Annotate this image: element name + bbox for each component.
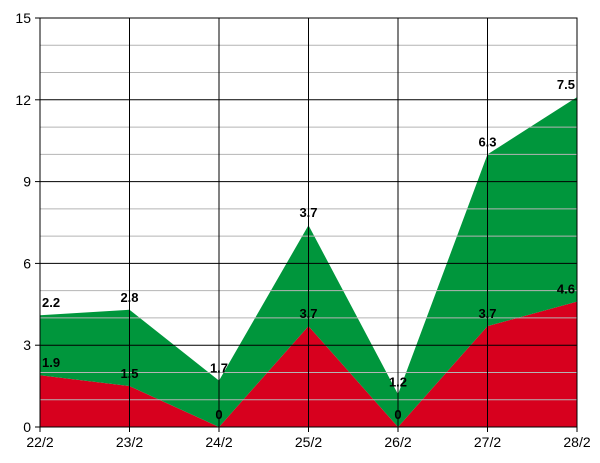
data-label-series-1: 4.6 (557, 282, 575, 297)
y-tick-label: 15 (15, 10, 31, 26)
data-label-series-1: 1.9 (42, 355, 60, 370)
data-label-series-2: 2.2 (42, 295, 60, 310)
x-tick-label: 28/2 (563, 434, 590, 450)
y-tick-label: 12 (15, 92, 31, 108)
axis-layer: 0 3 6 9 12 15 22/2 23/2 24/2 25/2 26/2 27/2 28/2 (15, 10, 590, 450)
data-label-series-2: 2.8 (120, 290, 138, 305)
x-tick-label: 22/2 (26, 434, 53, 450)
y-tick-label: 6 (23, 255, 31, 271)
data-label-layer: 1.9 1.5 0 3.7 0 3.7 4.6 2.2 2.8 1.7 3.7 1.2 6.3 7.5 (42, 77, 575, 422)
x-tick-label: 24/2 (205, 434, 232, 450)
data-label-series-1: 0 (394, 407, 401, 422)
x-tick-label: 23/2 (116, 434, 143, 450)
data-label-series-2: 1.2 (389, 374, 407, 389)
data-label-series-2: 7.5 (557, 77, 575, 92)
data-label-series-1: 1.5 (120, 366, 138, 381)
grid-layer (40, 18, 577, 427)
x-tick-label: 27/2 (474, 434, 501, 450)
data-label-series-2: 6.3 (478, 134, 496, 149)
data-label-series-2: 3.7 (299, 205, 317, 220)
y-tick-label: 3 (23, 337, 31, 353)
x-tick-label: 26/2 (384, 434, 411, 450)
x-tick-label: 25/2 (295, 434, 322, 450)
y-tick-label: 9 (23, 174, 31, 190)
data-label-series-1: 3.7 (478, 306, 496, 321)
data-label-series-2: 1.7 (210, 361, 228, 376)
data-label-series-1: 3.7 (299, 306, 317, 321)
data-label-series-1: 0 (215, 407, 222, 422)
y-tick-label: 0 (23, 419, 31, 435)
